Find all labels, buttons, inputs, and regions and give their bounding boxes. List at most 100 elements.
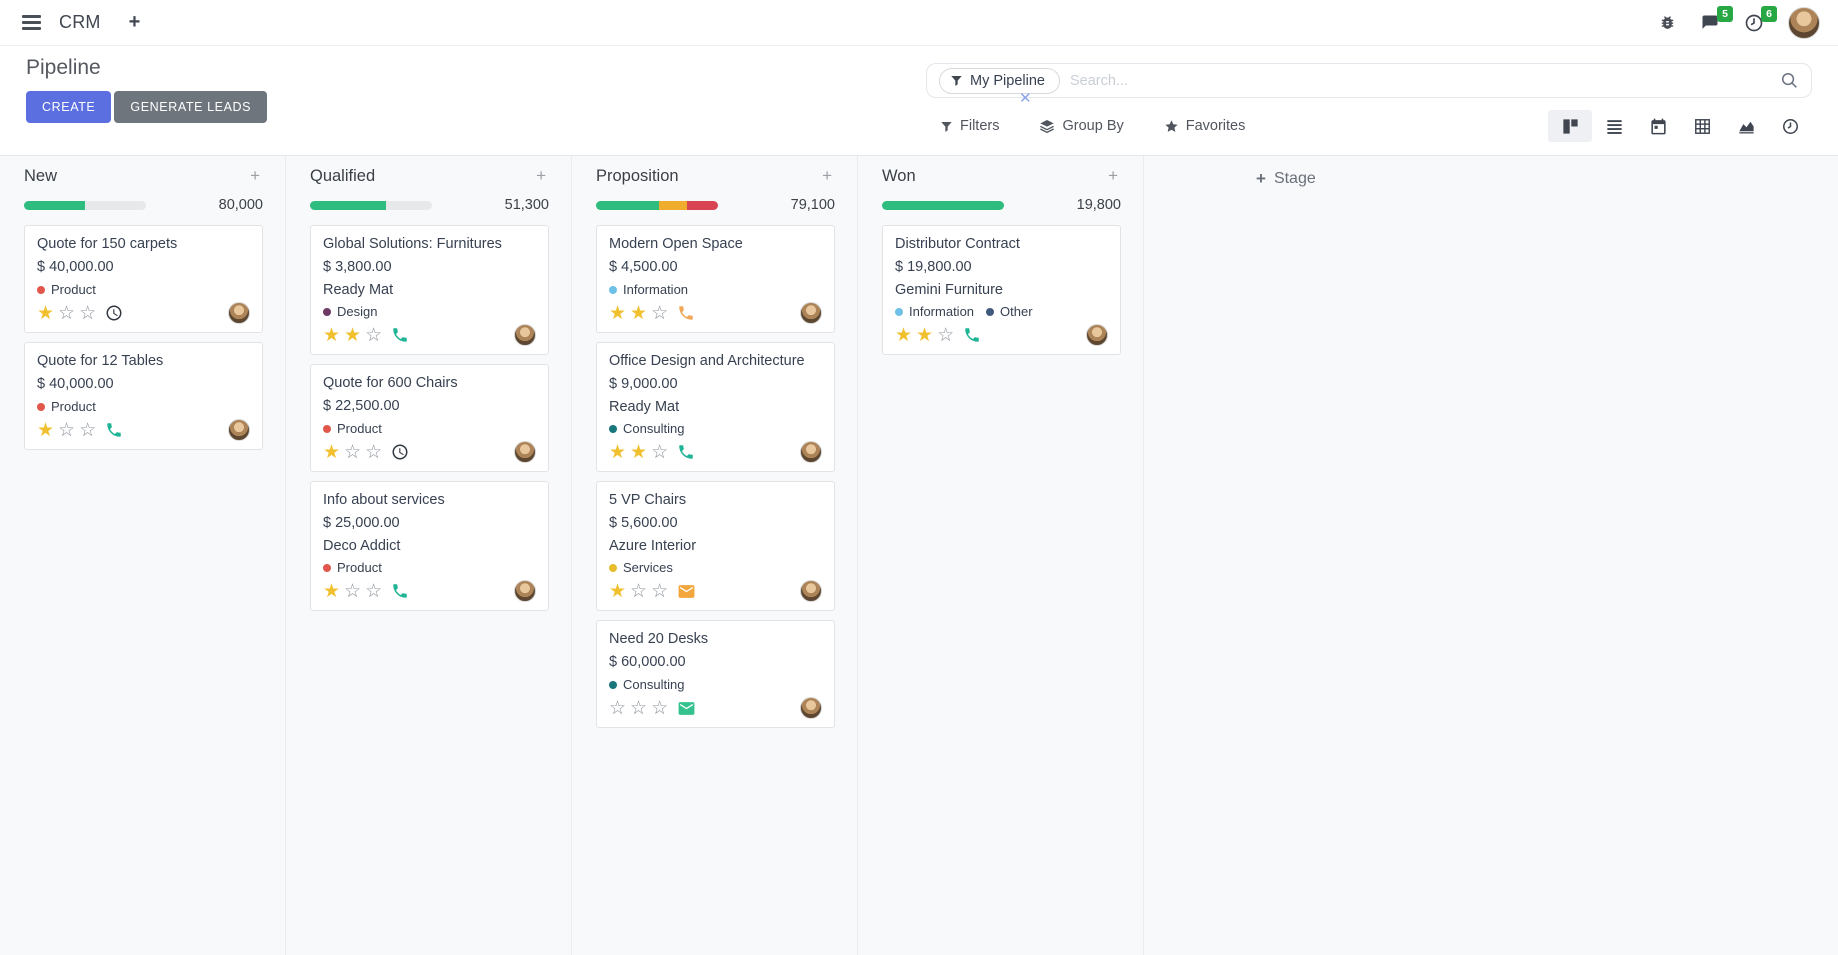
apps-menu-icon[interactable] [18, 11, 45, 34]
activities-clock-icon[interactable]: 6 [1744, 5, 1777, 33]
salesperson-avatar[interactable] [800, 697, 822, 719]
star-icon[interactable]: ☆ [651, 441, 669, 463]
stage-progressbar[interactable] [310, 200, 432, 210]
salesperson-avatar[interactable] [514, 441, 536, 463]
activity-clock-icon[interactable] [391, 443, 409, 461]
kanban-card[interactable]: 5 VP Chairs $ 5,600.00 Azure Interior Servi… [596, 481, 835, 611]
view-pivot-button[interactable] [1680, 110, 1724, 142]
activity-phone-icon[interactable] [105, 421, 123, 439]
star-icon[interactable]: ☆ [937, 324, 955, 346]
stage-quick-add-icon[interactable]: + [536, 166, 546, 185]
priority-stars[interactable]: ★ ☆ ☆ [37, 421, 96, 440]
view-list-button[interactable] [1592, 110, 1636, 142]
kanban-card[interactable]: Modern Open Space $ 4,500.00 Information ★ ★… [596, 225, 835, 333]
stage-quick-add-icon[interactable]: + [822, 166, 832, 185]
view-graph-button[interactable] [1724, 110, 1768, 142]
star-icon[interactable]: ☆ [365, 441, 383, 463]
kanban-card[interactable]: Quote for 600 Chairs $ 22,500.00 Product ★ ☆… [310, 364, 549, 472]
star-icon[interactable]: ☆ [651, 302, 669, 324]
star-icon[interactable]: ★ [323, 580, 341, 602]
facet-remove-icon[interactable]: ✕ [1019, 90, 1032, 107]
search-facet-my-pipeline[interactable]: My Pipeline [939, 67, 1060, 94]
generate-leads-button[interactable]: GENERATE LEADS [114, 91, 268, 123]
star-icon[interactable]: ★ [630, 302, 648, 324]
search-input[interactable] [1069, 72, 1780, 89]
create-button[interactable]: CREATE [26, 91, 112, 123]
quick-create-icon[interactable]: + [128, 11, 141, 33]
kanban-card[interactable]: Global Solutions: Furnitures $ 3,800.00 Re… [310, 225, 549, 355]
view-activity-button[interactable] [1768, 110, 1812, 142]
salesperson-avatar[interactable] [1086, 324, 1108, 346]
stage-progressbar[interactable] [596, 200, 718, 210]
star-icon[interactable]: ★ [323, 441, 341, 463]
messages-icon[interactable]: 5 [1700, 5, 1733, 33]
star-icon[interactable]: ★ [609, 302, 627, 324]
salesperson-avatar[interactable] [800, 580, 822, 602]
priority-stars[interactable]: ★ ☆ ☆ [323, 582, 382, 601]
star-icon[interactable]: ☆ [58, 302, 76, 324]
priority-stars[interactable]: ★ ★ ☆ [895, 326, 954, 345]
salesperson-avatar[interactable] [800, 441, 822, 463]
activity-phone-icon[interactable] [677, 304, 695, 322]
priority-stars[interactable]: ★ ★ ☆ [609, 304, 668, 323]
priority-stars[interactable]: ★ ☆ ☆ [609, 582, 668, 601]
star-icon[interactable]: ☆ [609, 697, 627, 719]
priority-stars[interactable]: ★ ☆ ☆ [37, 304, 96, 323]
kanban-card[interactable]: Office Design and Architecture $ 9,000.00… [596, 342, 835, 472]
kanban-card[interactable]: Info about services $ 25,000.00 Deco Addic… [310, 481, 549, 611]
stage-quick-add-icon[interactable]: + [250, 166, 260, 185]
kanban-card[interactable]: Quote for 12 Tables $ 40,000.00 Product ★ ☆ ☆ [24, 342, 263, 450]
star-icon[interactable]: ★ [895, 324, 913, 346]
star-icon[interactable]: ★ [323, 324, 341, 346]
star-icon[interactable]: ☆ [651, 580, 669, 602]
star-icon[interactable]: ☆ [79, 302, 97, 324]
star-icon[interactable]: ☆ [58, 419, 76, 441]
star-icon[interactable]: ★ [916, 324, 934, 346]
search-icon[interactable] [1780, 71, 1799, 90]
star-icon[interactable]: ☆ [344, 580, 362, 602]
user-avatar[interactable] [1788, 6, 1820, 39]
star-icon[interactable]: ★ [609, 441, 627, 463]
priority-stars[interactable]: ☆ ☆ ☆ [609, 699, 668, 718]
star-icon[interactable]: ☆ [630, 580, 648, 602]
debug-bug-icon[interactable] [1659, 14, 1676, 31]
salesperson-avatar[interactable] [514, 324, 536, 346]
activity-mail-icon[interactable] [677, 699, 696, 718]
star-icon[interactable]: ★ [344, 324, 362, 346]
favorites-menu[interactable]: Favorites [1164, 118, 1245, 134]
star-icon[interactable]: ☆ [79, 419, 97, 441]
activity-mail-icon[interactable] [677, 582, 696, 601]
kanban-card[interactable]: Quote for 150 carpets $ 40,000.00 Product ★… [24, 225, 263, 333]
view-calendar-button[interactable] [1636, 110, 1680, 142]
search-bar[interactable]: My Pipeline ✕ [926, 63, 1812, 106]
add-stage-button[interactable]: + Stage [1256, 169, 1316, 189]
priority-stars[interactable]: ★ ☆ ☆ [323, 443, 382, 462]
star-icon[interactable]: ★ [630, 441, 648, 463]
salesperson-avatar[interactable] [800, 302, 822, 324]
stage-progressbar[interactable] [882, 200, 1004, 210]
stage-progressbar[interactable] [24, 200, 146, 210]
view-kanban-button[interactable] [1548, 110, 1592, 142]
star-icon[interactable]: ★ [37, 302, 55, 324]
salesperson-avatar[interactable] [514, 580, 536, 602]
star-icon[interactable]: ☆ [365, 324, 383, 346]
priority-stars[interactable]: ★ ★ ☆ [609, 443, 668, 462]
activity-phone-icon[interactable] [391, 582, 409, 600]
star-icon[interactable]: ★ [609, 580, 627, 602]
kanban-card[interactable]: Distributor Contract $ 19,800.00 Gemini Fu… [882, 225, 1121, 355]
stage-quick-add-icon[interactable]: + [1108, 166, 1118, 185]
star-icon[interactable]: ★ [37, 419, 55, 441]
activity-phone-icon[interactable] [963, 326, 981, 344]
group-by-menu[interactable]: Group By [1039, 118, 1124, 134]
activity-phone-icon[interactable] [391, 326, 409, 344]
star-icon[interactable]: ☆ [651, 697, 669, 719]
priority-stars[interactable]: ★ ★ ☆ [323, 326, 382, 345]
star-icon[interactable]: ☆ [630, 697, 648, 719]
salesperson-avatar[interactable] [228, 419, 250, 441]
star-icon[interactable]: ☆ [365, 580, 383, 602]
activity-phone-icon[interactable] [677, 443, 695, 461]
filters-menu[interactable]: Filters [940, 118, 999, 134]
star-icon[interactable]: ☆ [344, 441, 362, 463]
kanban-card[interactable]: Need 20 Desks $ 60,000.00 Consulting ☆ ☆ ☆ [596, 620, 835, 728]
salesperson-avatar[interactable] [228, 302, 250, 324]
